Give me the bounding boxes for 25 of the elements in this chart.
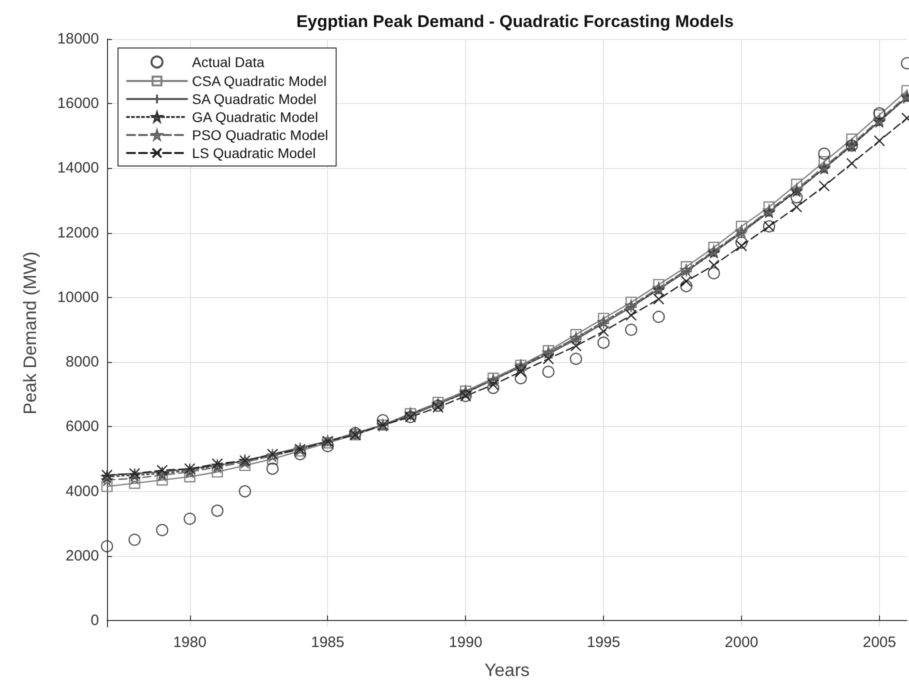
y-tick-label: 14000 — [57, 160, 99, 177]
y-tick-label: 10000 — [57, 288, 99, 306]
legend-label: PSO Quadratic Model — [192, 127, 328, 143]
x-tick-label: 1990 — [448, 634, 482, 651]
x-tick-label: 1995 — [586, 634, 620, 651]
chart-title: Eygptian Peak Demand - Quadratic Forcasting Models — [296, 12, 734, 31]
legend-label: Actual Data — [192, 54, 265, 70]
y-tick-label: 16000 — [57, 95, 99, 112]
legend-label: CSA Quadratic Model — [192, 73, 327, 89]
y-tick-label: 18000 — [57, 30, 99, 48]
y-tick-label: 8000 — [66, 354, 99, 371]
x-tick-label: 2005 — [862, 634, 896, 651]
y-axis-title: Peak Demand (MW) — [20, 251, 40, 415]
legend-label: LS Quadratic Model — [192, 145, 316, 161]
x-tick-label: 1980 — [173, 634, 206, 651]
x-tick-label: 2000 — [724, 634, 758, 651]
legend-label: SA Quadratic Model — [192, 91, 317, 107]
y-tick-label: 12000 — [57, 224, 99, 242]
x-tick-label: 1985 — [311, 634, 344, 651]
y-tick-label: 6000 — [66, 418, 99, 436]
y-tick-label: 2000 — [66, 547, 99, 564]
y-tick-label: 0 — [90, 612, 99, 630]
x-axis-title: Years — [484, 660, 530, 680]
y-tick-label: 4000 — [66, 482, 99, 500]
legend-label: GA Quadratic Model — [192, 109, 318, 125]
